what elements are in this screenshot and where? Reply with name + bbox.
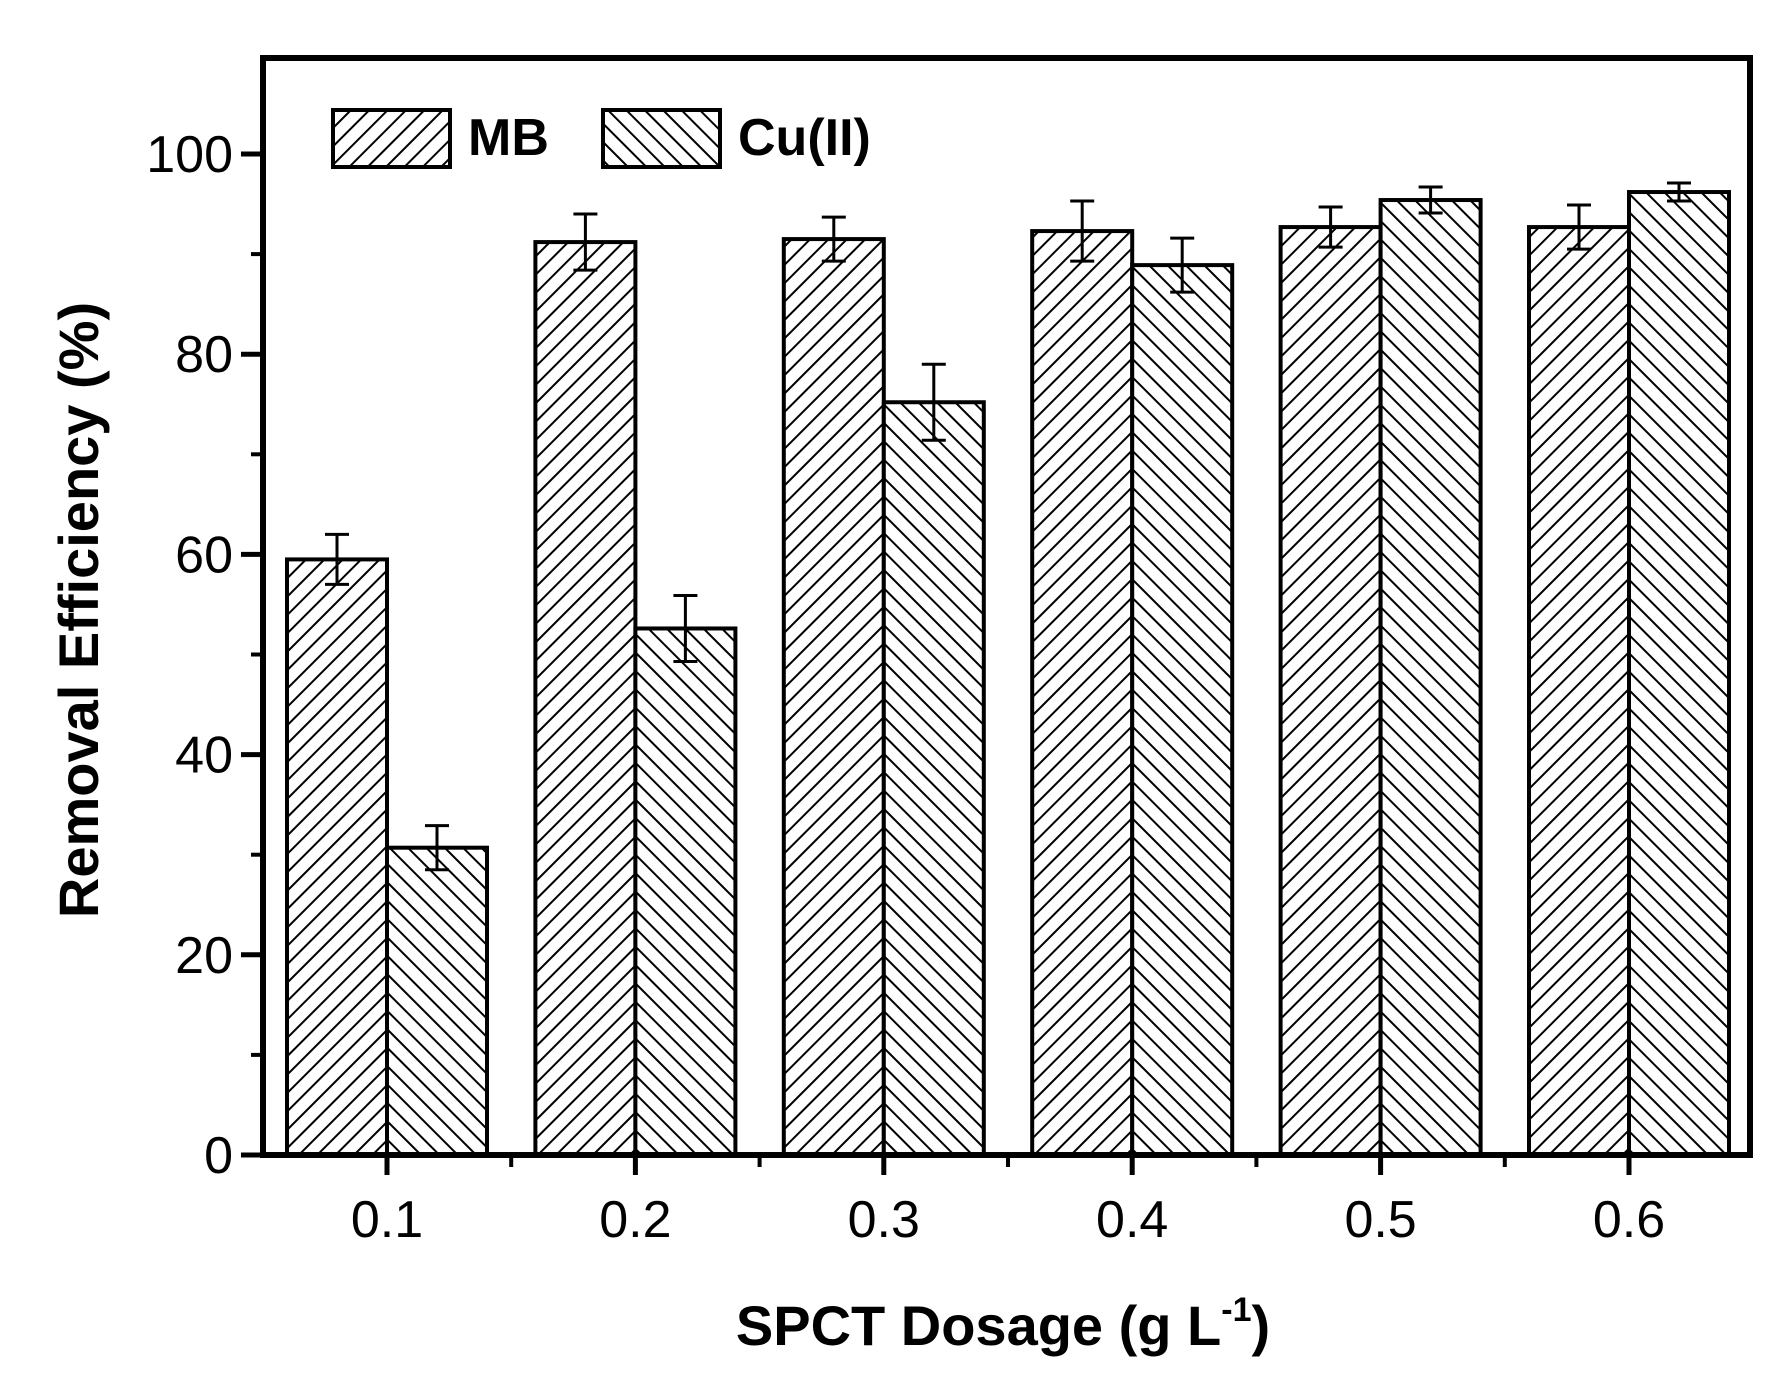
y-tick-label-20: 20 [175, 927, 233, 985]
error-bar-mb-0.5 [1318, 205, 1343, 249]
bar-mb-0.3 [781, 237, 886, 1157]
error-bar-cu-0.3 [921, 362, 946, 442]
legend-label-cu: Cu(II) [738, 109, 871, 167]
legend-swatch-mb [331, 108, 452, 169]
bar-mb-0.5 [1278, 225, 1383, 1157]
error-bars-layer [325, 181, 1691, 872]
bars-layer [285, 190, 1731, 1157]
plot-frame [260, 55, 1753, 1158]
bar-cu-0.1 [385, 845, 489, 1157]
bar-mb-0.4 [1030, 229, 1135, 1157]
error-bar-mb-0.2 [573, 212, 598, 272]
bar-mb-0.2 [533, 240, 638, 1157]
error-bar-cu-0.6 [1667, 181, 1691, 203]
x-axis-title: SPCT Dosage (g L-1) [736, 1291, 1270, 1357]
x-tick-label-0.4: 0.4 [1096, 1191, 1168, 1249]
x-axis-title-main: SPCT Dosage (g L [736, 1294, 1221, 1357]
ticks-layer: 0 20 40 60 80 100 0.1 0.2 0.3 0.4 0.5 0.6 [146, 126, 1665, 1249]
bar-cu-0.5 [1378, 198, 1483, 1157]
bar-cu-0.4 [1130, 263, 1235, 1157]
legend: MB Cu(II) [331, 108, 871, 169]
legend-label-mb: MB [468, 109, 549, 167]
bar-mb-0.1 [285, 557, 389, 1157]
error-bar-mb-0.4 [1070, 199, 1095, 263]
bar-cu-0.6 [1627, 190, 1731, 1157]
error-bar-mb-0.6 [1567, 203, 1591, 251]
x-tick-label-0.6: 0.6 [1593, 1191, 1665, 1249]
error-bar-cu-0.5 [1418, 185, 1443, 215]
y-tick-label-100: 100 [146, 126, 233, 184]
bar-cu-0.3 [881, 400, 986, 1157]
error-bar-mb-0.3 [821, 215, 846, 263]
y-axis-title: Removal Efficiency (%) [47, 302, 110, 918]
y-tick-label-40: 40 [175, 727, 233, 785]
error-bar-cu-0.1 [425, 824, 449, 872]
x-axis-title-suffix: ) [1251, 1294, 1270, 1357]
bar-mb-0.6 [1527, 225, 1631, 1157]
y-tick-label-60: 60 [175, 526, 233, 584]
bar-cu-0.2 [633, 626, 738, 1157]
x-axis-title-superscript: -1 [1221, 1291, 1251, 1329]
y-tick-label-0: 0 [204, 1127, 233, 1185]
x-tick-label-0.2: 0.2 [599, 1191, 671, 1249]
x-tick-label-0.5: 0.5 [1344, 1191, 1416, 1249]
x-tick-label-0.1: 0.1 [351, 1191, 423, 1249]
legend-swatch-cu [601, 108, 722, 169]
y-tick-label-80: 80 [175, 326, 233, 384]
error-bar-cu-0.2 [673, 593, 698, 664]
error-bar-cu-0.4 [1170, 236, 1195, 294]
error-bar-mb-0.1 [325, 532, 349, 586]
x-tick-label-0.3: 0.3 [848, 1191, 920, 1249]
